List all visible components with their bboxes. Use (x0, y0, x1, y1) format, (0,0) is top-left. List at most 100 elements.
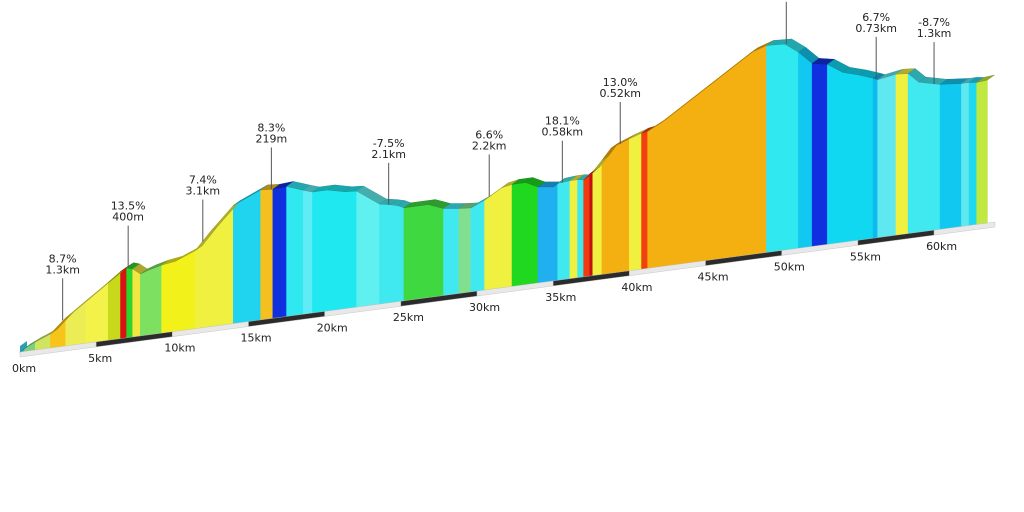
profile-segment (303, 189, 313, 315)
profile-segment (484, 187, 502, 291)
annotation-grade: 18.1% (545, 115, 580, 128)
profile-segment (877, 73, 897, 238)
profile-side-faces (18, 43, 988, 353)
profile-segment (458, 207, 472, 294)
profile-segment (798, 51, 813, 249)
annotation-grade: 8.7% (49, 252, 77, 265)
profile-segment (659, 51, 752, 268)
profile-segment (108, 270, 121, 341)
profile-segment (85, 281, 109, 344)
profile-segment (552, 182, 559, 282)
annotation-length: 400m (112, 211, 144, 224)
profile-segment (895, 73, 909, 236)
annotation-grade: 7.4% (189, 174, 217, 187)
profile-segment (175, 250, 196, 332)
profile-segment (140, 269, 150, 337)
profile-segment (918, 81, 941, 233)
profile-segment (286, 186, 304, 317)
annotation-grade: 13.0% (603, 76, 638, 89)
profile-segment (470, 199, 485, 293)
tick-label: 10km (164, 342, 195, 355)
profile-segment (872, 77, 878, 239)
profile-segment (443, 208, 460, 296)
annotation-length: 2.1km (371, 148, 406, 161)
profile-segment (379, 203, 391, 305)
profile-segment (784, 43, 799, 251)
profile-segment (389, 204, 399, 303)
annotation-length: 0.58km (542, 126, 584, 139)
profile-segment (194, 230, 211, 329)
profile-segment (126, 267, 134, 339)
profile-segment (976, 79, 988, 225)
profile-ridge-face (976, 74, 995, 83)
profile-segment (501, 183, 513, 289)
annotation-length: 2.2km (472, 139, 507, 152)
profile-segment (939, 83, 962, 230)
profile-start-cap (20, 341, 27, 352)
annotation-grade: -7.5% (373, 137, 405, 150)
profile-segment (601, 147, 612, 275)
profile-segment (525, 182, 539, 285)
profile-segment (583, 173, 591, 278)
profile-segment (842, 71, 860, 243)
tick-label: 50km (774, 260, 805, 273)
profile-segment (766, 43, 786, 253)
tick-label: 35km (545, 291, 576, 304)
annotation-grade: 6.6% (475, 128, 503, 141)
annotation-length: 3.1km (186, 185, 221, 198)
profile-segment (557, 180, 571, 281)
tick-label: 20km (317, 321, 348, 334)
profile-segment (569, 179, 578, 280)
profile-segment (589, 171, 594, 277)
profile-segment (344, 190, 357, 310)
profile-segment (403, 204, 429, 302)
tick-label: 40km (621, 281, 652, 294)
profile-segment (647, 123, 661, 269)
profile-segment (34, 333, 51, 351)
annotation-length: 0.73km (855, 22, 897, 35)
profile-segment (592, 159, 603, 276)
annotation-grade: 6.7% (862, 11, 890, 24)
profile-segment (629, 132, 642, 272)
tick-label: 25km (393, 311, 424, 324)
profile-segment (859, 74, 874, 241)
tick-label: 15km (241, 332, 272, 345)
profile-segment (968, 82, 978, 226)
annotation-length: 1.3km (917, 27, 952, 40)
distance-bar-block (933, 221, 996, 236)
profile-segment (210, 204, 234, 327)
profile-segment (65, 300, 86, 347)
profile-top-faces (19, 38, 995, 353)
profile-segment (511, 182, 527, 287)
profile-segment (397, 205, 405, 302)
profile-segment (750, 44, 767, 255)
profile-segment (427, 204, 444, 298)
profile-segment (272, 186, 287, 319)
annotation-length: 1.3km (45, 263, 80, 276)
profile-segment (161, 260, 176, 334)
tick-label: 45km (698, 271, 729, 284)
tick-label: 0km (12, 362, 36, 375)
profile-segment (811, 63, 828, 247)
tick-label: 55km (850, 250, 881, 263)
profile-segment (827, 63, 843, 245)
profile-segment (641, 130, 648, 270)
tick-label: 30km (469, 301, 500, 314)
profile-segment (149, 264, 162, 336)
profile-segment (907, 72, 920, 234)
profile-segment (610, 138, 630, 274)
distance-base-bar (19, 221, 996, 358)
annotation-length: 0.52km (599, 87, 641, 100)
distance-axis-ticks: 0km 5km 10km 15km 20km 25km 30km 35km 40km 45km 50… (12, 240, 957, 375)
profile-segment (232, 189, 262, 324)
profile-segment (312, 189, 329, 314)
profile-segment (537, 186, 554, 284)
profile-segment (260, 188, 274, 321)
tick-label: 5km (88, 352, 112, 365)
profile-segment (132, 268, 141, 338)
profile-segment (356, 190, 380, 308)
tick-label: 60km (926, 240, 957, 253)
profile-segment (327, 189, 345, 312)
